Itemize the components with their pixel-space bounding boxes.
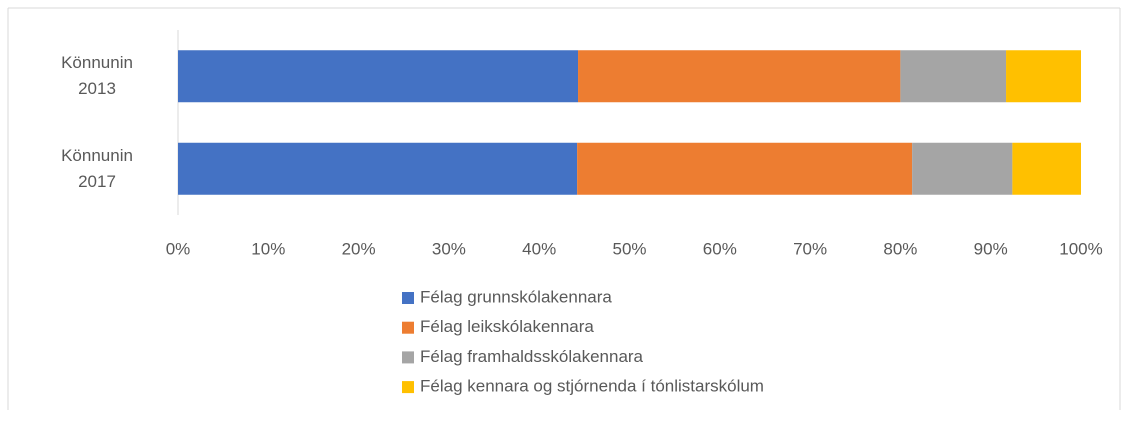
x-tick-label: 60% — [703, 239, 737, 258]
bar-segment — [1012, 142, 1081, 195]
legend-swatch — [402, 292, 414, 304]
x-tick-label: 10% — [251, 239, 285, 258]
legend-label: Félag kennara og stjórnenda í tónlistars… — [420, 377, 764, 396]
bar-segment — [178, 142, 578, 195]
bar-segment — [578, 50, 901, 103]
x-tick-label: 100% — [1059, 239, 1102, 258]
x-tick-label: 0% — [166, 239, 191, 258]
x-tick-label: 50% — [612, 239, 646, 258]
legend-swatch — [402, 351, 414, 364]
x-tick-label: 20% — [342, 239, 376, 258]
bar-segment — [1006, 50, 1081, 103]
bar-segment — [900, 50, 1007, 103]
x-tick-label: 40% — [522, 239, 556, 258]
x-tick-label: 90% — [974, 239, 1008, 258]
y-tick-label: Könnunin 2017 — [61, 145, 133, 191]
y-tick-label: Könnunin 2013 — [61, 53, 133, 99]
legend-swatch — [402, 321, 414, 334]
bar-segment — [577, 142, 913, 195]
x-tick-label: 70% — [793, 239, 827, 258]
legend-swatch — [402, 381, 414, 394]
legend-label: Félag framhaldsskólakennara — [420, 347, 644, 366]
legend-label: Félag leikskólakennara — [420, 317, 594, 336]
bar-segment — [912, 142, 1013, 195]
bar-segment — [178, 50, 579, 103]
x-tick-label: 30% — [432, 239, 466, 258]
legend-label: Félag grunnskólakennara — [420, 287, 612, 306]
x-tick-label: 80% — [883, 239, 917, 258]
